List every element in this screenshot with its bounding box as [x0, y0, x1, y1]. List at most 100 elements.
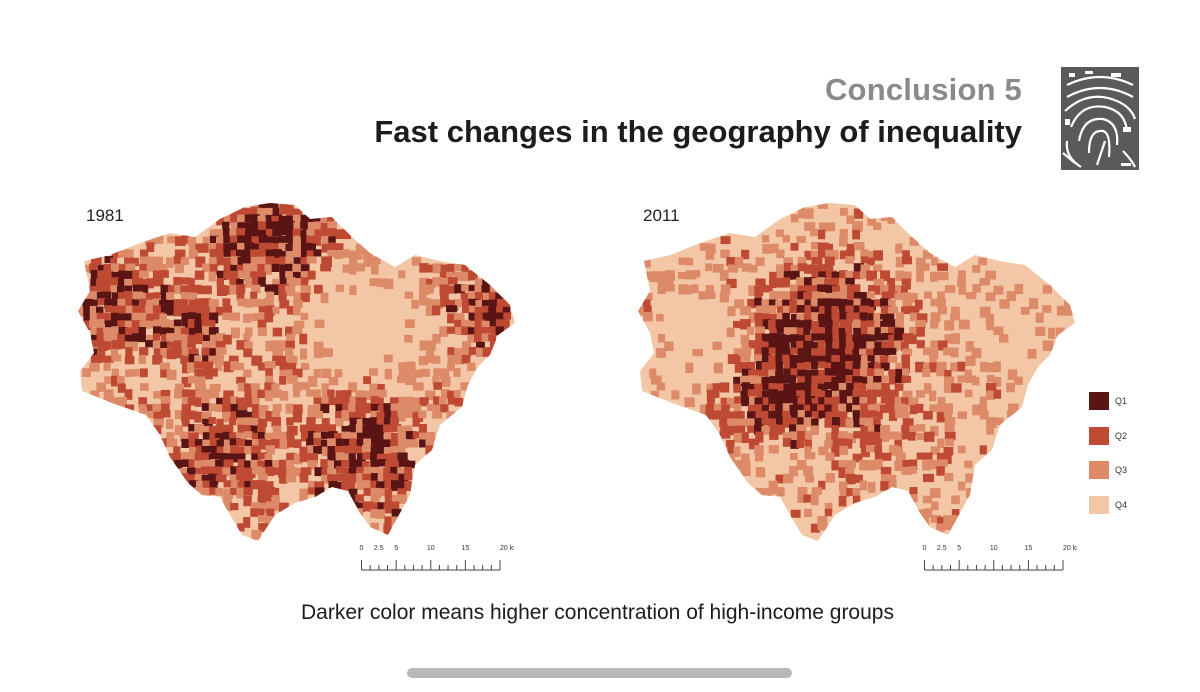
- map-tile-q3: [342, 249, 350, 258]
- map-tile-q2: [908, 334, 917, 345]
- map-tile-q1: [370, 452, 379, 461]
- map-tile-q3: [1014, 284, 1024, 295]
- map-tile-q2: [902, 460, 913, 469]
- map-tile-q3: [467, 291, 476, 299]
- map-tile-q1: [370, 445, 380, 453]
- map-tile-q3: [657, 277, 668, 288]
- map-tile-q2: [327, 424, 336, 436]
- map-tile-q1: [880, 313, 891, 322]
- map-tile-q1: [811, 333, 822, 341]
- map-tile-q3: [166, 292, 175, 300]
- map-tile-q2: [832, 326, 843, 338]
- map-tile-q1: [348, 494, 359, 505]
- map-tile-q2: [201, 306, 212, 315]
- map-tile-q2: [278, 292, 287, 301]
- map-tile-q2: [230, 250, 239, 260]
- map-tile-q2: [909, 305, 920, 315]
- map-tile-q1: [307, 243, 316, 252]
- map-tile-q1: [166, 327, 175, 337]
- map-tile-q2: [754, 390, 764, 399]
- map-tile-q2: [860, 403, 870, 412]
- map-tile-q2: [180, 355, 190, 364]
- map-tile-q2: [726, 411, 738, 420]
- map-tile-q2: [741, 249, 750, 260]
- map-tile-q2: [292, 411, 303, 423]
- map-tile-q3: [440, 389, 450, 399]
- map-tile-q3: [363, 256, 371, 267]
- map-tile-q1: [216, 439, 227, 451]
- map-tile-q2: [873, 389, 885, 397]
- map-tile-q1: [789, 319, 801, 328]
- map-tile-q2: [301, 431, 310, 442]
- map-tile-q2: [124, 257, 135, 266]
- map-tile-q1: [803, 340, 813, 349]
- map-tile-q3: [845, 460, 856, 469]
- map-tile-q3: [461, 348, 473, 357]
- map-tile-q2: [138, 397, 147, 408]
- map-tile-q2: [132, 305, 141, 313]
- map-tile-q1: [859, 312, 868, 323]
- map-tile-q1: [502, 306, 511, 315]
- map-tile-q3: [243, 263, 252, 273]
- map-tile-q2: [860, 411, 870, 421]
- map-tile-q3: [362, 249, 373, 260]
- map-tile-q3: [405, 376, 417, 385]
- map-tile-q3: [454, 263, 464, 271]
- map-tile-q3: [251, 466, 262, 475]
- map-tile-q2: [97, 270, 108, 280]
- map-tile-q3: [111, 263, 121, 274]
- map-tile-q3: [705, 285, 714, 296]
- map-tile-q2: [852, 453, 863, 463]
- map-tile-q3: [845, 418, 853, 428]
- map-tile-q1: [208, 327, 219, 338]
- map-tile-q2: [223, 285, 231, 295]
- map-tile-q2: [187, 397, 199, 406]
- map-tile-q3: [153, 391, 163, 399]
- map-tile-q2: [327, 242, 336, 252]
- map-tile-q1: [348, 467, 357, 478]
- map-tile-q2: [936, 466, 945, 476]
- map-tile-q3: [1063, 305, 1074, 316]
- map-tile-q3: [951, 306, 960, 315]
- map-tile-q1: [258, 229, 268, 239]
- map-tile-q2: [831, 404, 842, 412]
- map-tile-q2: [775, 424, 785, 435]
- map-tile-q2: [874, 446, 883, 454]
- map-tile-q3: [895, 256, 905, 268]
- home-indicator[interactable]: [407, 668, 792, 678]
- map-tile-q1: [202, 432, 214, 443]
- map-tile-q1: [355, 502, 365, 513]
- map-tile-q1: [377, 459, 387, 467]
- map-tile-q3: [824, 292, 835, 303]
- map-tile-q1: [223, 453, 232, 462]
- map-tile-q2: [810, 389, 822, 399]
- map-tile-q2: [355, 494, 364, 502]
- map-tile-q1: [810, 355, 819, 364]
- map-tile-q3: [349, 396, 357, 406]
- map-tile-q3: [804, 446, 812, 455]
- map-tile-q3: [377, 488, 389, 497]
- map-tile-q3: [222, 411, 233, 423]
- map-tile-q2: [985, 382, 997, 393]
- map-tile-q1: [775, 390, 786, 399]
- map-tile-q3: [678, 257, 690, 265]
- map-tile-q3: [860, 249, 869, 259]
- map-tile-q3: [775, 300, 784, 308]
- map-tile-q1: [104, 256, 113, 264]
- map-tile-q2: [236, 376, 246, 384]
- map-tile-q2: [306, 417, 316, 428]
- map-tile-q2: [811, 270, 822, 281]
- map-tile-q2: [804, 439, 812, 450]
- map-tile-q3: [195, 390, 207, 400]
- map-tile-q2: [832, 396, 844, 408]
- map-tile-q2: [803, 285, 813, 295]
- map-tile-q2: [390, 439, 399, 447]
- map-tile-q3: [104, 376, 114, 384]
- map-tile-q2: [194, 361, 205, 369]
- map-tile-q3: [999, 299, 1010, 309]
- map-tile-q1: [495, 292, 506, 301]
- map-tile-q3: [817, 522, 828, 531]
- map-tile-q2: [118, 292, 127, 300]
- map-tile-q2: [307, 487, 316, 495]
- map-tile-q3: [258, 405, 269, 416]
